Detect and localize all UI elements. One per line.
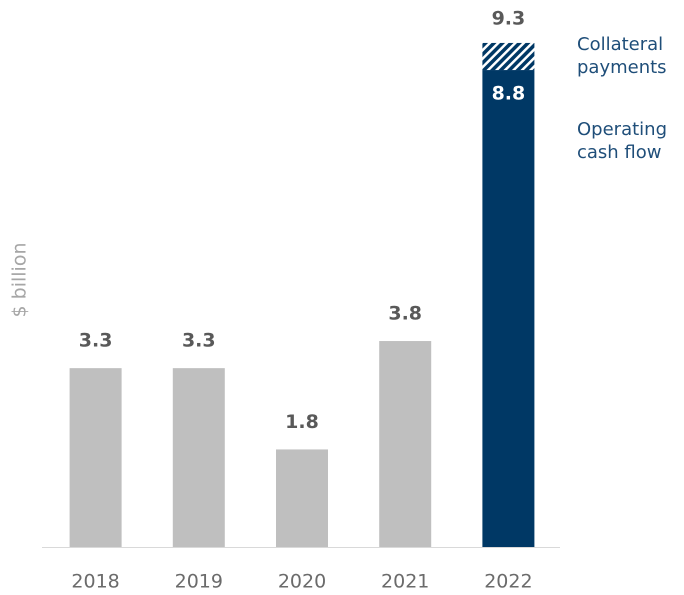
x-tick-label: 2021 bbox=[381, 571, 429, 593]
bar-segment bbox=[276, 449, 328, 547]
bar-segment bbox=[379, 341, 432, 547]
x-tick-label: 2019 bbox=[175, 571, 223, 593]
x-tick-label: 2018 bbox=[71, 571, 119, 593]
x-tick-label: 2020 bbox=[278, 571, 326, 593]
legend-entry: Operating cash flow bbox=[577, 119, 667, 163]
total-label: 9.3 bbox=[492, 7, 526, 29]
value-label: 1.8 bbox=[285, 411, 319, 433]
value-label: 3.3 bbox=[182, 330, 216, 352]
legend-entry: Collateral payments bbox=[577, 34, 667, 78]
bar-segment bbox=[482, 70, 535, 547]
value-label: 8.8 bbox=[492, 83, 526, 105]
y-axis-label: $ billion bbox=[9, 243, 31, 318]
x-tick-label: 2022 bbox=[484, 571, 532, 593]
bar-segment bbox=[172, 368, 225, 547]
value-label: 3.8 bbox=[388, 303, 422, 325]
value-label: 3.3 bbox=[79, 330, 113, 352]
bar-segment bbox=[482, 42, 535, 71]
bar-segment bbox=[69, 368, 122, 547]
